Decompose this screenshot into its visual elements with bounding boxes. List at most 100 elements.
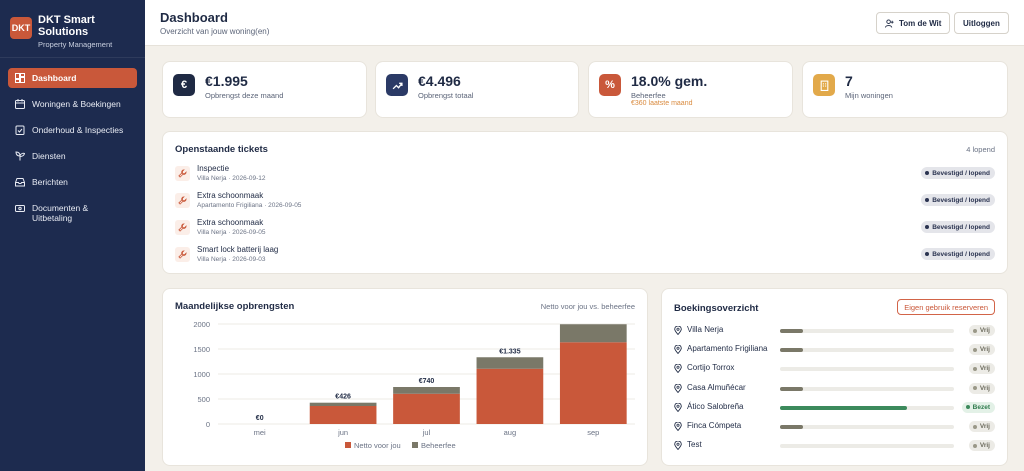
revenue-title: Maandelijkse opbrengsten bbox=[175, 301, 295, 312]
wrench-icon bbox=[175, 220, 190, 235]
occupancy-track bbox=[780, 444, 954, 449]
status-dot bbox=[925, 225, 930, 229]
availability-label: Vrij bbox=[979, 384, 990, 392]
x-tick-label: jun bbox=[337, 428, 348, 437]
sidebar-item-label: Berichten bbox=[32, 177, 68, 187]
brand[interactable]: DKT DKT Smart Solutions Property Managem… bbox=[0, 0, 145, 58]
sidebar-item-woningen[interactable]: Woningen & Boekingen bbox=[8, 94, 137, 114]
status-badge: Bevestigd / lopend bbox=[921, 167, 995, 179]
bar-beheerfee bbox=[309, 402, 377, 406]
sidebar-item-label: Onderhoud & Inspecties bbox=[32, 125, 124, 135]
occupancy-fill bbox=[780, 329, 803, 333]
availability-badge: Vrij bbox=[968, 440, 995, 452]
legend-swatch bbox=[345, 442, 351, 448]
availability-badge: Vrij bbox=[968, 325, 995, 336]
map-pin-icon bbox=[674, 402, 682, 412]
ticket-row[interactable]: Inspectie Villa Nerja · 2026-09-12 Bevesti… bbox=[175, 164, 995, 186]
sidebar-item-label: Documenten & Uitbetaling bbox=[32, 203, 89, 223]
sidebar-nav: Dashboard Woningen & Boekingen Onderhoud… bbox=[0, 58, 145, 228]
availability-label: Vrij bbox=[979, 442, 990, 450]
occupancy-fill bbox=[780, 386, 803, 391]
occupancy-track bbox=[780, 367, 954, 372]
bar-total-label: €426 bbox=[335, 394, 351, 401]
availability-badge: Vrij bbox=[968, 344, 995, 356]
ticket-name: Extra schoonmaak bbox=[197, 218, 264, 227]
booking-row[interactable]: Finca Cómpeta Vrij bbox=[674, 420, 995, 434]
availability-badge: Vrij bbox=[968, 421, 995, 432]
ticket-meta: Villa Nerja · 2026-09-12 bbox=[197, 175, 266, 182]
status-dot bbox=[925, 171, 930, 175]
property-name: Casa Almuñécar bbox=[687, 382, 746, 392]
user-icon bbox=[885, 18, 894, 28]
ticket-row[interactable]: Extra schoonmaak Apartamento Frigiliana ·… bbox=[175, 191, 995, 213]
availability-label: Vrij bbox=[979, 327, 990, 334]
occupancy-track bbox=[780, 386, 954, 391]
status-badge: Bevestigd / lopend bbox=[921, 194, 995, 206]
ticket-row[interactable]: Smart lock batterij laag Villa Nerja · 20… bbox=[175, 245, 995, 267]
bar-total-label: €1.335 bbox=[499, 348, 521, 355]
sidebar-item-dashboard[interactable]: Dashboard bbox=[8, 68, 137, 88]
ticket-name: Extra schoonmaak bbox=[197, 191, 264, 200]
x-tick-label: sep bbox=[587, 428, 599, 437]
occupancy-fill bbox=[780, 405, 908, 410]
dashboard-icon bbox=[15, 73, 25, 83]
occupancy-track bbox=[780, 425, 954, 429]
sidebar-item-label: Woningen & Boekingen bbox=[32, 99, 121, 109]
reserve-own-use-button[interactable]: Eigen gebruik reserveren bbox=[897, 299, 995, 315]
availability-dot bbox=[972, 347, 977, 352]
map-pin-icon bbox=[674, 383, 682, 393]
status-label: Bevestigd / lopend bbox=[932, 250, 990, 258]
user-button[interactable]: Tom de Wit bbox=[876, 12, 951, 34]
bar-netto bbox=[476, 368, 544, 424]
logout-button[interactable]: Uitloggen bbox=[954, 12, 1009, 34]
occupancy-track bbox=[780, 348, 954, 353]
stat-label: Mijn woningen bbox=[845, 91, 893, 100]
bar-beheerfee bbox=[393, 387, 460, 394]
stat-card-revenue-month: € €1.995 Opbrengst deze maand bbox=[162, 61, 367, 118]
wrench-icon bbox=[175, 166, 190, 181]
stat-label: Beheerfee bbox=[631, 91, 666, 100]
sidebar-item-diensten[interactable]: Diensten bbox=[8, 146, 137, 166]
booking-row[interactable]: Villa Nerja Vrij bbox=[674, 324, 995, 338]
ticket-meta: Villa Nerja · 2026-09-05 bbox=[197, 229, 266, 236]
availability-label: Vrij bbox=[979, 365, 990, 373]
property-name: Finca Cómpeta bbox=[687, 421, 742, 430]
trend-up-icon bbox=[386, 74, 408, 96]
brand-logo: DKT bbox=[10, 17, 32, 39]
bar-beheerfee bbox=[476, 357, 544, 369]
bar-beheerfee bbox=[559, 324, 627, 343]
availability-badge: Vrij bbox=[968, 382, 995, 394]
booking-row[interactable]: Ático Salobreña Bezet bbox=[674, 401, 995, 415]
status-badge: Bevestigd / lopend bbox=[921, 248, 995, 260]
legend-label: Netto voor jou bbox=[354, 441, 401, 450]
brand-subtitle: Property Management bbox=[38, 40, 113, 49]
revenue-chart-card: Maandelijkse opbrengsten Netto voor jou … bbox=[162, 288, 648, 466]
availability-dot bbox=[972, 328, 977, 333]
property-name: Cortijo Torrox bbox=[687, 363, 735, 373]
ticket-name: Inspectie bbox=[197, 164, 230, 173]
clipboard-icon bbox=[15, 125, 25, 135]
booking-row[interactable]: Apartamento Frigiliana Vrij bbox=[674, 343, 995, 357]
stat-value: 7 bbox=[845, 73, 853, 89]
sidebar: DKT DKT Smart Solutions Property Managem… bbox=[0, 0, 145, 471]
sidebar-item-berichten[interactable]: Berichten bbox=[8, 172, 137, 192]
x-tick-label: aug bbox=[504, 428, 517, 437]
booking-row[interactable]: Test Vrij bbox=[674, 439, 995, 453]
property-name: Villa Nerja bbox=[687, 325, 724, 334]
bar-total-label: €0 bbox=[256, 415, 264, 422]
ticket-row[interactable]: Extra schoonmaak Villa Nerja · 2026-09-05… bbox=[175, 218, 995, 240]
ticket-meta: Villa Nerja · 2026-09-03 bbox=[197, 256, 266, 263]
sidebar-item-label: Dashboard bbox=[32, 73, 77, 83]
status-dot bbox=[925, 252, 930, 256]
page-header: Dashboard Overzicht van jouw woning(en) … bbox=[145, 0, 1024, 46]
y-tick-label: 0 bbox=[206, 420, 210, 429]
occupancy-track bbox=[780, 329, 954, 333]
status-label: Bevestigd / lopend bbox=[932, 196, 990, 204]
booking-row[interactable]: Cortijo Torrox Vrij bbox=[674, 362, 995, 376]
sidebar-item-onderhoud[interactable]: Onderhoud & Inspecties bbox=[8, 120, 137, 140]
stat-card-properties: 7 Mijn woningen bbox=[802, 61, 1008, 118]
availability-dot bbox=[972, 443, 977, 448]
booking-row[interactable]: Casa Almuñécar Vrij bbox=[674, 382, 995, 396]
bar-netto bbox=[559, 342, 627, 424]
sidebar-item-documenten[interactable]: Documenten & Uitbetaling bbox=[8, 198, 137, 228]
